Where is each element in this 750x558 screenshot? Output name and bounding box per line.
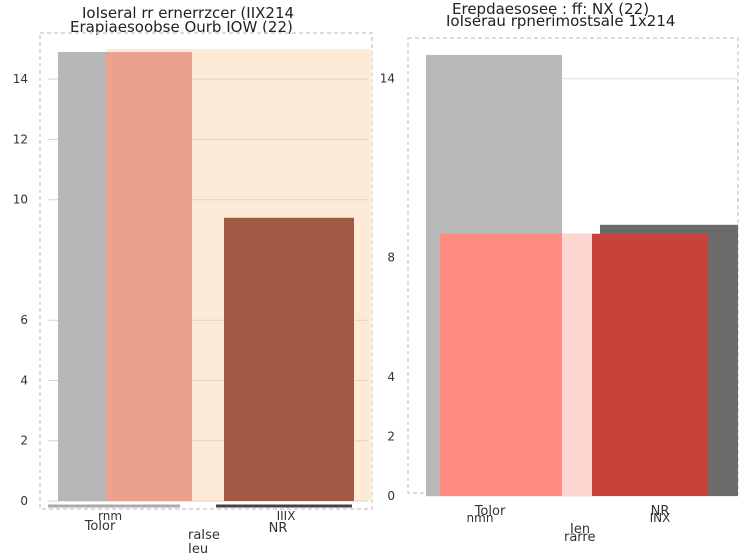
left-y-tick-label: 6 [20,313,28,327]
right-overlap-band [562,233,592,496]
left-category-label: NR [269,521,288,536]
left-y-tick-label: 14 [13,72,28,86]
right-y-tick-label: 4 [387,370,395,384]
right-bar [592,233,708,496]
left-bar [106,52,192,502]
right-y-tick-label: 14 [380,72,395,86]
right-category-sublabel: INX [650,511,671,525]
left-y-tick-label: 4 [20,373,28,387]
left-bar [224,217,354,501]
left-y-tick-label: 0 [20,494,28,508]
left-x-axis-label: raIse [188,528,220,543]
right-category-sublabel: nmn [467,511,494,525]
left-category-sublabel: rnm [98,509,122,523]
right-category-label: NR [651,504,670,519]
left-chart-title: IoIseral rr ernerrzcer (IIX214 [82,4,295,22]
right-x-axis-label-2: Ien [570,522,591,537]
right-y-tick-label: 8 [387,251,395,265]
left-chart-subtitle: Erapiaesoobse Ourb IOW (22) [70,18,293,36]
left-category-sublabel: IIIX [277,509,296,523]
right-x-axis-label: rarre [564,530,596,545]
left-bar [58,52,106,502]
left-category-label: Tolor [84,519,116,534]
left-x-axis-label-2: Ieu [188,542,209,557]
right-chart-title: Erepdaesosee : ff: NX (22) [452,0,650,18]
left-y-tick-label: 2 [20,434,28,448]
right-category-label: Tolor [474,504,506,519]
right-chart-frame [407,37,739,494]
right-y-tick-label: 2 [387,429,395,443]
right-y-tick-label: 0 [387,489,395,503]
left-y-tick-label: 12 [13,132,28,146]
right-chart-subtitle: IoIserau rpnerimostsaIe 1x214 [446,12,676,30]
left-y-tick-label: 10 [13,193,28,207]
